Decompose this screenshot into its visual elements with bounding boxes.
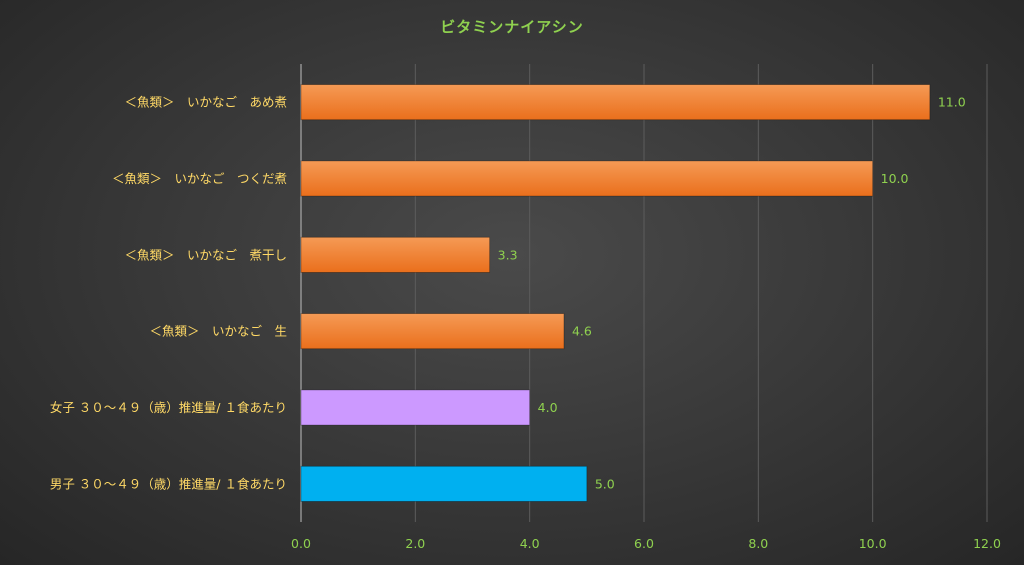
category-labels: ＜魚類＞ いかなご あめ煮 ＜魚類＞ いかなご つくだ煮 ＜魚類＞ いかなご 煮干し… [50,95,287,492]
category-label: 女子 ３０〜４９（歳）推進量/ １食あたり [50,400,287,415]
bar [300,313,565,350]
data-label: 11.0 [938,95,966,110]
category-label: ＜魚類＞ いかなご あめ煮 [124,95,287,110]
x-axis-ticks: 0.0 2.0 4.0 6.0 8.0 10.0 12.0 [291,536,1001,551]
x-tick-label: 0.0 [291,536,311,551]
x-tick-label: 12.0 [973,536,1001,551]
x-tick-label: 8.0 [748,536,768,551]
category-label: ＜魚類＞ いかなご つくだ煮 [112,171,287,186]
bars [300,84,931,502]
bar [300,389,531,426]
data-label: 3.3 [498,247,518,262]
bar [300,465,588,502]
bar [300,84,931,121]
value-labels: 11.0 10.0 3.3 4.6 4.0 5.0 [498,95,966,492]
x-tick-label: 4.0 [520,536,540,551]
x-tick-label: 6.0 [634,536,654,551]
bar [300,236,491,273]
category-label: 男子 ３０〜４９（歳）推進量/ １食あたり [50,476,287,491]
data-label: 4.0 [538,400,558,415]
chart-title: ビタミンナイアシン [440,18,583,36]
gridlines [300,64,988,522]
data-label: 10.0 [881,171,909,186]
category-label: ＜魚類＞ いかなご 生 [149,324,287,339]
bar [300,160,874,197]
x-tick-label: 2.0 [405,536,425,551]
data-label: 5.0 [595,476,615,491]
category-label: ＜魚類＞ いかなご 煮干し [124,247,287,262]
x-tick-label: 10.0 [859,536,887,551]
data-label: 4.6 [572,324,592,339]
